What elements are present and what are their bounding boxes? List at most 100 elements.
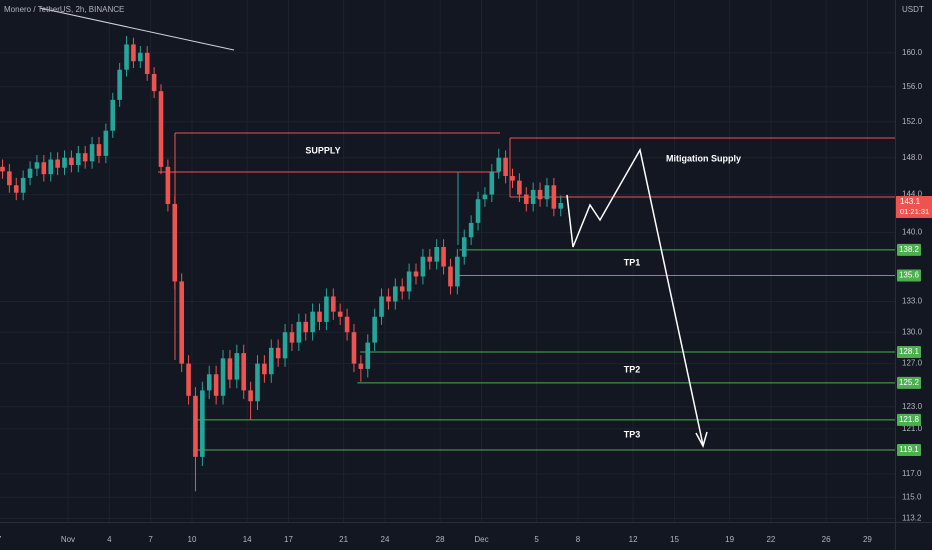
- candle-body: [7, 171, 12, 186]
- candle-body: [399, 286, 405, 292]
- grid: [0, 0, 895, 522]
- candle-body: [172, 203, 178, 282]
- y-tick-label: 144.0: [902, 190, 923, 199]
- x-tick-label: 14: [243, 535, 252, 544]
- candle-body: [82, 153, 88, 162]
- candle-body: [489, 171, 495, 195]
- candle-body: [344, 316, 350, 333]
- x-tick-label: 28: [436, 535, 445, 544]
- candles: [0, 36, 564, 492]
- level-label: 128.1: [899, 347, 920, 356]
- x-tick-label: Nov: [61, 535, 75, 544]
- candle-body: [413, 271, 419, 277]
- level-label: 125.2: [899, 378, 920, 387]
- candle-body: [124, 44, 129, 70]
- y-tick-label: 152.0: [902, 117, 923, 126]
- y-tick-label: 127.0: [902, 359, 923, 368]
- level-label: 121.8: [899, 415, 920, 424]
- candle-body: [379, 296, 384, 317]
- candle-body: [75, 153, 81, 165]
- candle-body: [317, 311, 322, 322]
- candle-body: [420, 256, 426, 277]
- level-label: 119.1: [899, 445, 919, 454]
- candle-body: [330, 296, 336, 312]
- candle-body: [441, 246, 446, 267]
- candle-body: [41, 162, 47, 175]
- candle-body: [530, 189, 536, 204]
- candle-body: [289, 332, 295, 343]
- annotation: TP1: [624, 257, 641, 267]
- y-tick-label: 148.0: [902, 153, 923, 162]
- candle-body: [27, 168, 33, 178]
- candle-body: [0, 166, 5, 172]
- candle-body: [517, 180, 522, 195]
- candle-body: [275, 347, 281, 359]
- candle-body: [144, 52, 150, 74]
- candle-body: [234, 353, 240, 380]
- trend-line: [39, 7, 235, 51]
- candle-body: [296, 321, 302, 343]
- candle-body: [69, 157, 74, 165]
- candle-body: [351, 332, 357, 364]
- x-tick-label: 19: [725, 535, 734, 544]
- y-tick-label: 123.0: [902, 402, 923, 411]
- annotation: TP2: [624, 364, 641, 374]
- candle-body: [337, 311, 343, 317]
- candle-body: [496, 157, 502, 172]
- candle-body: [551, 185, 557, 209]
- candle-body: [255, 363, 260, 402]
- x-tick-label: 26: [822, 535, 831, 544]
- candle-body: [523, 194, 529, 204]
- candle-body: [200, 390, 205, 457]
- candle-body: [448, 266, 453, 287]
- candle-body: [324, 296, 329, 322]
- candle-body: [434, 246, 439, 262]
- candle-body: [248, 390, 253, 402]
- x-tick-label: Dec: [474, 535, 488, 544]
- candle-body: [537, 189, 543, 200]
- candle-body: [468, 222, 474, 238]
- y-tick-label: 130.0: [902, 327, 923, 336]
- level-tag: [897, 243, 921, 256]
- annotation: Mitigation Supply: [666, 153, 741, 163]
- x-tick-label: 21: [339, 535, 348, 544]
- level-label: 135.6: [899, 271, 920, 280]
- x-tick-label: 12: [629, 535, 638, 544]
- candle-body: [55, 159, 60, 168]
- candle-body: [282, 332, 288, 359]
- axes: 113.2 115.0 117.0 121.0 123.0 127.0 130.0 133.0…: [0, 48, 932, 544]
- candle-body: [206, 374, 212, 391]
- level-tag: [897, 346, 921, 359]
- x-tick-label: 15: [670, 535, 679, 544]
- candle-body: [103, 130, 109, 156]
- candle-body: [365, 342, 371, 369]
- candle-body: [89, 144, 95, 162]
- candle-body: [358, 363, 364, 369]
- x-tick-label: 22: [766, 535, 775, 544]
- y-tick-label: 133.0: [902, 297, 923, 306]
- candle-body: [158, 91, 164, 167]
- candle-body: [20, 177, 26, 193]
- x-tick-label: 7: [148, 535, 153, 544]
- candle-body: [558, 203, 564, 209]
- drawings: [39, 7, 895, 360]
- candle-body: [227, 358, 233, 380]
- candle-body: [475, 199, 481, 223]
- candle-body: [193, 395, 198, 457]
- candle-body: [427, 256, 433, 262]
- candle-body: [110, 99, 116, 131]
- projection-path: [566, 147, 704, 446]
- candle-body: [117, 69, 122, 100]
- arrow-head: [695, 431, 708, 448]
- candle-body: [393, 286, 398, 302]
- x-tick-label: 17: [284, 535, 293, 544]
- candle-body: [268, 347, 274, 375]
- x-tick-label: 29: [863, 535, 872, 544]
- candle-body: [62, 157, 67, 168]
- candle-body: [406, 271, 412, 292]
- candle-body: [310, 311, 315, 333]
- candle-body: [544, 185, 550, 200]
- y-tick-label: 140.0: [902, 228, 923, 237]
- x-tick-label: 7: [0, 535, 2, 544]
